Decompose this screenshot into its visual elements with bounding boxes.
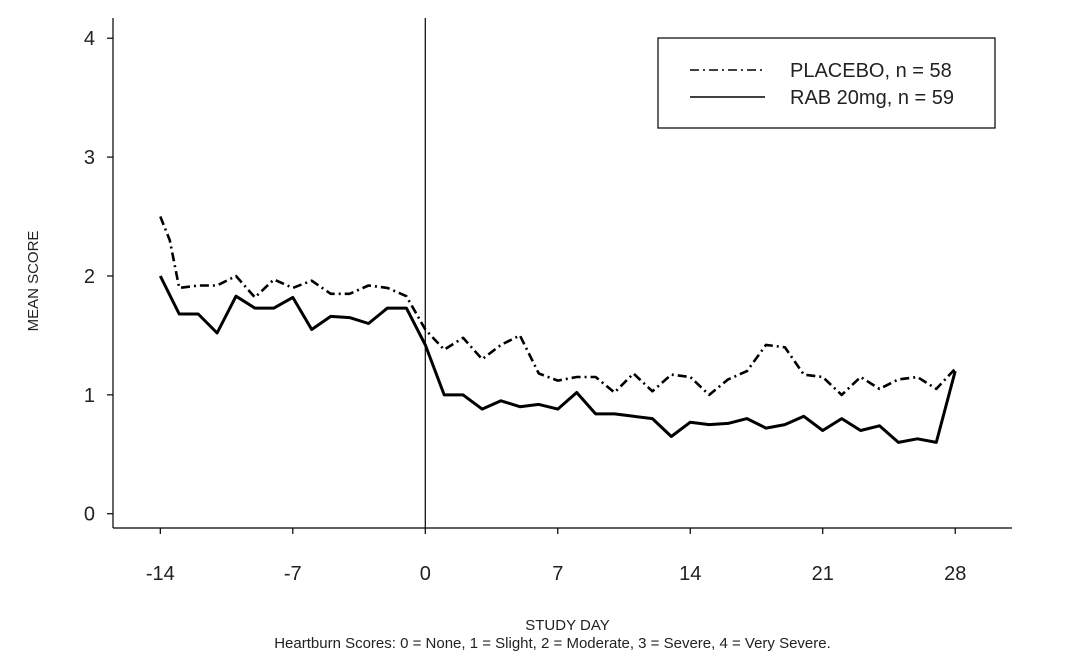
y-tick-label: 2 <box>84 266 95 288</box>
x-tick-label: -14 <box>146 563 175 585</box>
y-tick-label: 3 <box>84 147 95 169</box>
x-tick-label: 28 <box>944 563 966 585</box>
legend: PLACEBO, n = 58 RAB 20mg, n = 59 <box>657 37 996 129</box>
legend-label-placebo: PLACEBO, n = 58 <box>790 60 952 82</box>
y-tick-label: 1 <box>84 385 95 407</box>
x-axis-ticks: -14 -7 0 7 14 21 28 <box>146 528 966 585</box>
x-tick-label: -7 <box>284 563 302 585</box>
y-axis-title: MEAN SCORE <box>25 231 42 332</box>
x-axis-title: STUDY DAY <box>525 617 609 634</box>
x-tick-label: 7 <box>552 563 563 585</box>
series-line-1 <box>158 275 957 444</box>
legend-label-rab: RAB 20mg, n = 59 <box>790 87 954 109</box>
y-tick-label: 0 <box>84 504 95 526</box>
series-layer <box>158 216 957 444</box>
legend-box <box>657 37 996 129</box>
series-line-0 <box>159 216 957 397</box>
x-tick-label: 21 <box>812 563 834 585</box>
footnote: Heartburn Scores: 0 = None, 1 = Slight, … <box>274 635 831 652</box>
x-tick-label: 0 <box>420 563 431 585</box>
y-tick-label: 4 <box>84 28 95 50</box>
y-axis-ticks: 0 1 2 3 4 <box>84 28 113 526</box>
x-tick-label: 14 <box>679 563 701 585</box>
